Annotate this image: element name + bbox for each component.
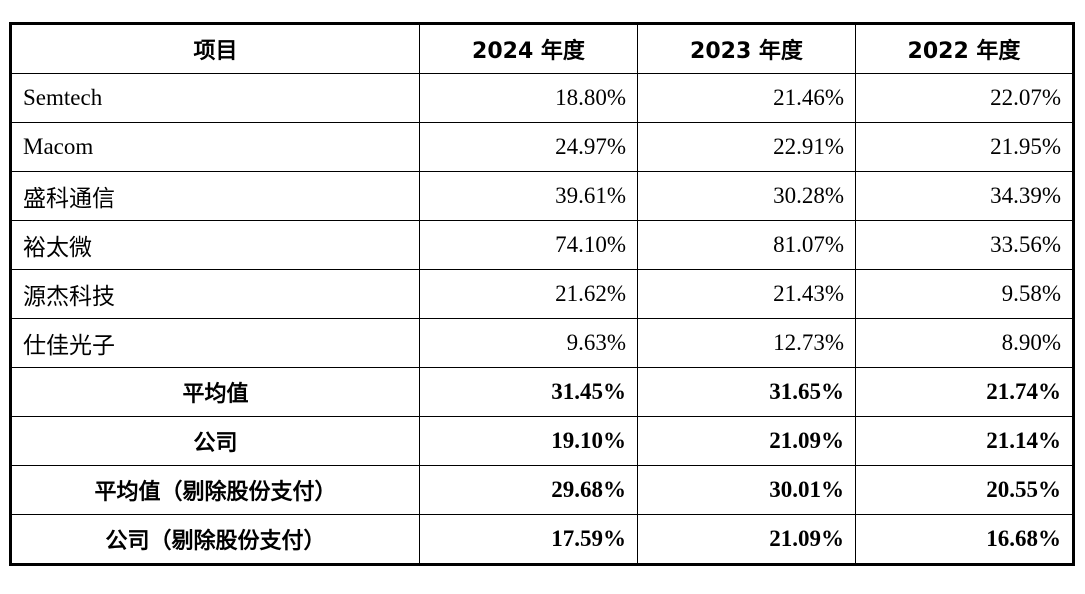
cell-2022: 33.56%	[855, 220, 1074, 270]
cell-2023: 21.46%	[637, 73, 856, 123]
row-label: 平均值（剔除股份支付）	[10, 465, 420, 515]
table-row: Macom 24.97% 22.91% 21.95%	[10, 122, 1074, 172]
header-2023: 2023 年度	[637, 23, 856, 74]
cell-2024: 9.63%	[419, 318, 638, 368]
cell-2024: 39.61%	[419, 171, 638, 221]
cell-2024: 29.68%	[419, 465, 638, 515]
cell-2024: 74.10%	[419, 220, 638, 270]
cell-2022: 8.90%	[855, 318, 1074, 368]
row-label: 仕佳光子	[10, 318, 420, 368]
table-row: 源杰科技 21.62% 21.43% 9.58%	[10, 269, 1074, 319]
cell-2024: 19.10%	[419, 416, 638, 466]
table-header-row: 项目 2024 年度 2023 年度 2022 年度	[10, 23, 1074, 74]
table-row: 裕太微 74.10% 81.07% 33.56%	[10, 220, 1074, 270]
table-row-company: 公司 19.10% 21.09% 21.14%	[10, 416, 1074, 466]
cell-2024: 17.59%	[419, 514, 638, 565]
table-row: Semtech 18.80% 21.46% 22.07%	[10, 73, 1074, 123]
header-2022: 2022 年度	[855, 23, 1074, 74]
cell-2022: 22.07%	[855, 73, 1074, 123]
cell-2023: 21.09%	[637, 514, 856, 565]
cell-2022: 20.55%	[855, 465, 1074, 515]
table-row-average-excl: 平均值（剔除股份支付） 29.68% 30.01% 20.55%	[10, 465, 1074, 515]
cell-2023: 21.09%	[637, 416, 856, 466]
row-label: 盛科通信	[10, 171, 420, 221]
cell-2022: 21.14%	[855, 416, 1074, 466]
cell-2022: 16.68%	[855, 514, 1074, 565]
cell-2023: 22.91%	[637, 122, 856, 172]
cell-2023: 30.01%	[637, 465, 856, 515]
table-row-average: 平均值 31.45% 31.65% 21.74%	[10, 367, 1074, 417]
cell-2024: 21.62%	[419, 269, 638, 319]
row-label: Macom	[10, 122, 420, 172]
header-2024: 2024 年度	[419, 23, 638, 74]
table-body: Semtech 18.80% 21.46% 22.07% Macom 24.97…	[10, 73, 1074, 565]
cell-2022: 21.74%	[855, 367, 1074, 417]
cell-2023: 12.73%	[637, 318, 856, 368]
cell-2022: 21.95%	[855, 122, 1074, 172]
row-label: 公司	[10, 416, 420, 466]
cell-2022: 34.39%	[855, 171, 1074, 221]
table-row: 盛科通信 39.61% 30.28% 34.39%	[10, 171, 1074, 221]
row-label: 裕太微	[10, 220, 420, 270]
cell-2023: 81.07%	[637, 220, 856, 270]
row-label: 平均值	[10, 367, 420, 417]
header-item: 项目	[10, 23, 420, 74]
row-label: 公司（剔除股份支付）	[10, 514, 420, 565]
cell-2023: 21.43%	[637, 269, 856, 319]
table-row-company-excl: 公司（剔除股份支付） 17.59% 21.09% 16.68%	[10, 514, 1074, 565]
cell-2023: 31.65%	[637, 367, 856, 417]
row-label: 源杰科技	[10, 269, 420, 319]
cell-2024: 18.80%	[419, 73, 638, 123]
cell-2024: 24.97%	[419, 122, 638, 172]
row-label: Semtech	[10, 73, 420, 123]
cell-2024: 31.45%	[419, 367, 638, 417]
comparison-table: 项目 2024 年度 2023 年度 2022 年度 Semtech 18.80…	[9, 22, 1075, 566]
table-row: 仕佳光子 9.63% 12.73% 8.90%	[10, 318, 1074, 368]
cell-2022: 9.58%	[855, 269, 1074, 319]
cell-2023: 30.28%	[637, 171, 856, 221]
